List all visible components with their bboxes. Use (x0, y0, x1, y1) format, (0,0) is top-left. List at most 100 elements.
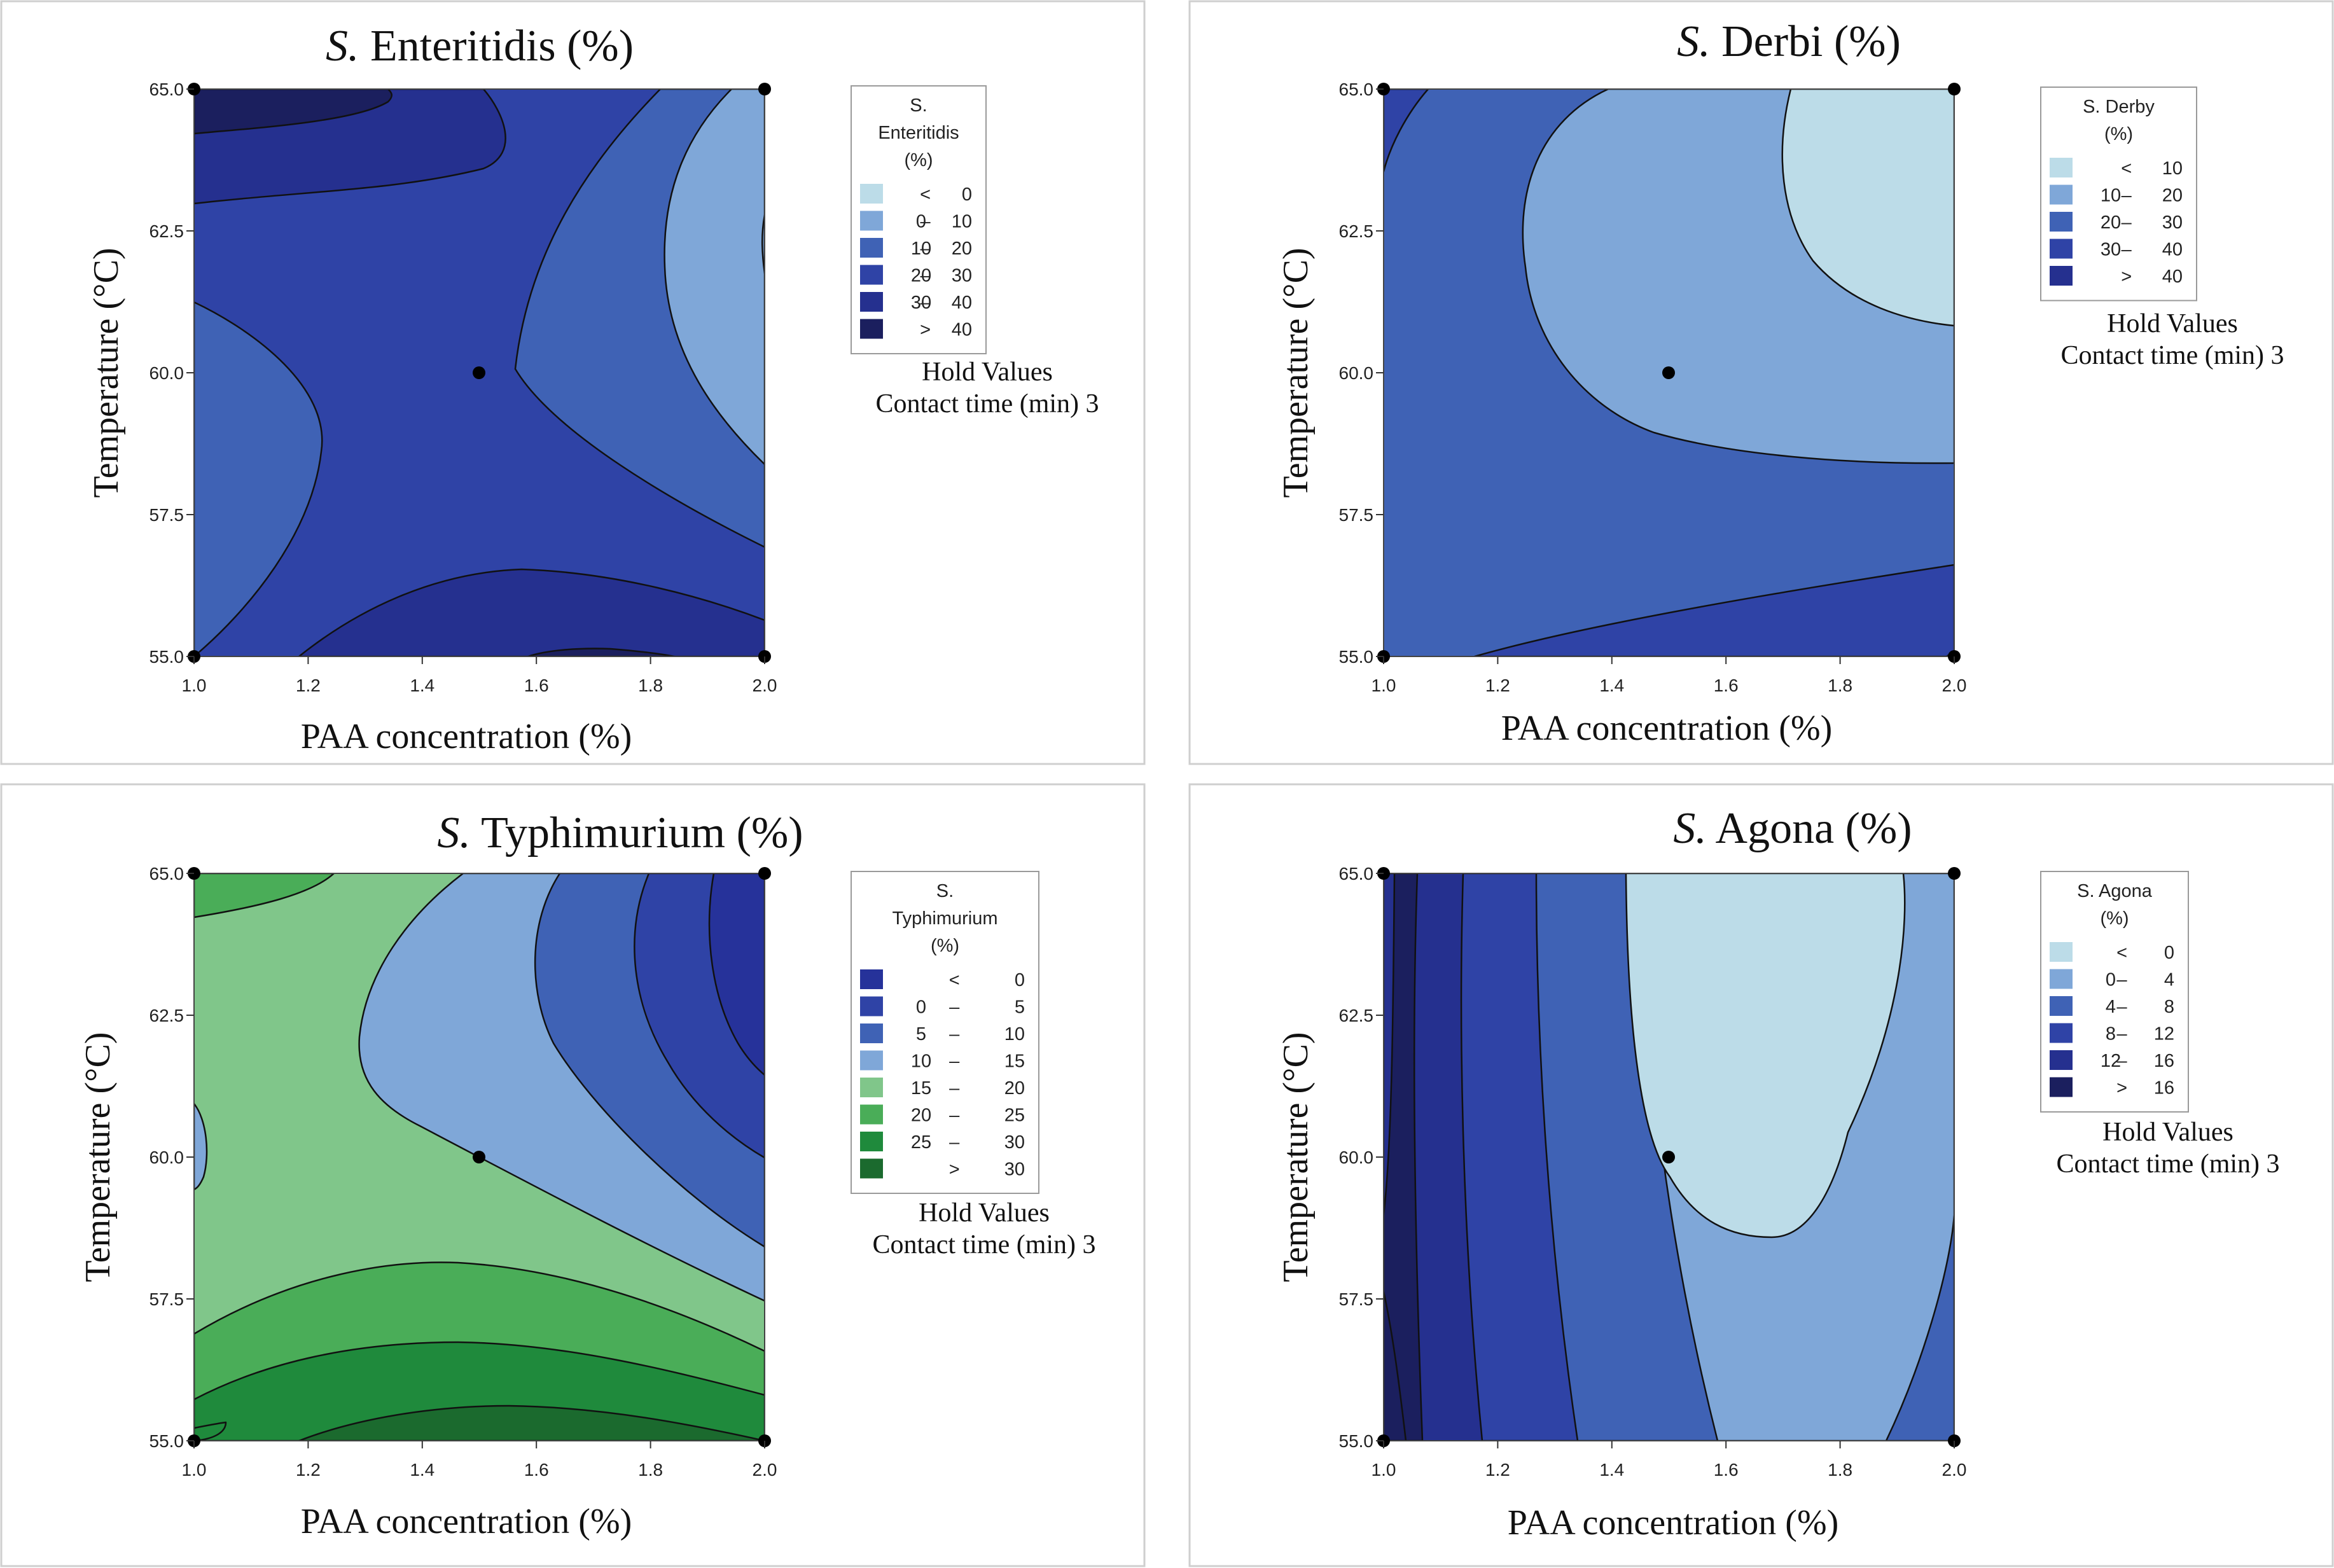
legend-range-high: 0 (962, 184, 972, 205)
x-axis-label-agona: PAA concentration (%) (1508, 1503, 1839, 1543)
contour-map-enteritidis (194, 89, 765, 656)
legend-range-low: 4 (2106, 997, 2116, 1017)
legend-range-low: 30 (2101, 240, 2121, 260)
x-tick-label: 1.2 (296, 676, 321, 695)
legend-range-high: 10 (1004, 1024, 1025, 1044)
contour-region-derbi (1473, 564, 1954, 656)
legend-range-low: 10 (2101, 186, 2121, 206)
legend-swatch (2050, 942, 2073, 962)
legend-range-high: 10 (2162, 158, 2183, 179)
legend-range-low: 30 (911, 293, 931, 313)
legend-title: (%) (2104, 124, 2133, 144)
y-tick-label: 62.5 (1339, 221, 1374, 241)
design-point (473, 1151, 485, 1163)
hold-values-title: Hold Values (922, 357, 1053, 387)
legend-range-high: 10 (952, 212, 972, 232)
design-point (758, 83, 771, 95)
legend-range-high: 0 (1015, 970, 1025, 990)
hold-values-title: Hold Values (2107, 309, 2238, 338)
legend-range-high: 4 (2164, 970, 2174, 990)
legend-title: Enteritidis (878, 123, 959, 143)
x-tick-label: 1.8 (638, 1460, 663, 1480)
legend-swatch (2050, 1023, 2073, 1043)
legend-swatch (860, 1023, 883, 1043)
x-tick-label: 2.0 (1942, 676, 1967, 695)
x-tick-label: 1.2 (296, 1460, 321, 1480)
legend-range-low: 25 (911, 1132, 931, 1153)
legend-title: (%) (904, 150, 933, 170)
legend-range-separator: > (2116, 1078, 2127, 1099)
legend-range-low: 20 (911, 266, 931, 286)
legend-swatch (860, 238, 883, 258)
contour-region-typhimurium (194, 873, 335, 919)
panel-frame-typhimurium (0, 783, 1146, 1567)
x-tick-label: 1.0 (1372, 676, 1396, 695)
y-tick-label: 65.0 (1339, 864, 1374, 884)
legend-range-high: 30 (1004, 1132, 1025, 1153)
legend-swatch (860, 996, 883, 1016)
legend-range-low: 20 (911, 1106, 931, 1126)
legend-swatch (2050, 996, 2073, 1016)
legend-range-separator: – (2117, 1051, 2128, 1071)
x-tick-label: 1.8 (1828, 676, 1852, 695)
legend-range-high: 25 (1004, 1106, 1025, 1126)
legend-range-separator: – (2122, 186, 2132, 206)
legend-range-low: 20 (2101, 212, 2121, 233)
x-tick-label: 1.8 (1828, 1460, 1852, 1480)
legend-range-low: 5 (916, 1024, 926, 1044)
y-tick-label: 57.5 (1339, 1289, 1374, 1309)
legend-swatch (2050, 1077, 2073, 1097)
hold-values-contact-time: Contact time (min) 3 (2060, 341, 2284, 370)
legend-range-separator: – (920, 293, 931, 313)
legend-typhimurium: S.Typhimurium(%)< 00–55–1010–1515–2020–25… (851, 871, 1039, 1194)
legend-swatch (860, 1078, 883, 1097)
legend-swatch (2050, 1050, 2073, 1070)
legend-range-high: 20 (952, 239, 972, 259)
legend-range-separator: – (2117, 970, 2128, 990)
legend-swatch (860, 1104, 883, 1125)
ticks-enteritidis: 1.0 1.2 1.4 1.6 1.8 2.0 55.0 57.5 60.0 62.5 65.0 (149, 80, 777, 695)
legend-swatch (860, 211, 883, 231)
legend-range-separator: < (2116, 943, 2127, 963)
legend-range-high: 40 (952, 293, 972, 313)
design-point (473, 366, 485, 379)
y-tick-label: 55.0 (1339, 1431, 1374, 1451)
legend-range-high: 20 (1004, 1078, 1025, 1099)
legend-range-separator: > (920, 320, 931, 340)
legend-title: S. Derby (2083, 97, 2155, 117)
y-tick-label: 65.0 (149, 864, 184, 884)
panel-title-agona: S. Agona (%) (1673, 804, 1912, 853)
legend-range-separator: – (949, 1132, 960, 1153)
legend-range-low: 0 (916, 212, 926, 232)
legend-range-separator: – (949, 997, 960, 1018)
legend-range-separator: – (920, 239, 931, 259)
legend-range-low: 10 (911, 1051, 931, 1072)
y-tick-label: 57.5 (1339, 505, 1374, 525)
legend-range-separator: < (920, 184, 931, 205)
design-points-derbi (1377, 83, 1961, 663)
legend-range-high: 40 (2162, 240, 2183, 260)
y-tick-label: 60.0 (149, 1148, 184, 1167)
x-tick-label: 1.0 (1372, 1460, 1396, 1480)
legend-range-high: 40 (952, 320, 972, 340)
design-point (1662, 366, 1675, 379)
legend-swatch (860, 292, 883, 312)
legend-range-high: 16 (2154, 1051, 2174, 1071)
legend-range-high: 30 (2162, 212, 2183, 233)
legend-range-low: 10 (911, 239, 931, 259)
panel-title-enteritidis: S. Enteritidis (%) (326, 22, 634, 71)
contour-line-enteritidis (761, 214, 765, 274)
y-tick-label: 55.0 (149, 1431, 184, 1451)
x-tick-label: 2.0 (753, 1460, 777, 1480)
y-tick-label: 60.0 (1339, 1148, 1374, 1167)
legend-range-high: 8 (2164, 997, 2174, 1017)
legend-swatch (2050, 266, 2073, 286)
legend-range-low: 0 (916, 997, 926, 1018)
legend-swatch (2050, 158, 2073, 177)
contour-map-derbi (1384, 89, 1954, 656)
design-point (1948, 83, 1961, 95)
contour-region-derbi (1384, 89, 1429, 173)
legend-range-high: 40 (2162, 267, 2183, 287)
x-tick-label: 1.6 (524, 676, 549, 695)
